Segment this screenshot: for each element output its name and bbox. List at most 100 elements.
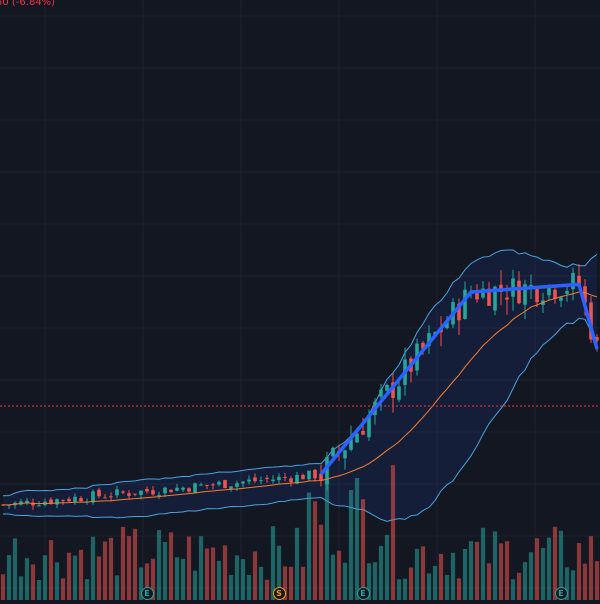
candle-body: [295, 475, 299, 484]
candle-body: [331, 447, 335, 457]
candle-body: [61, 499, 65, 501]
volume-bar: [546, 537, 552, 600]
candle-body: [265, 477, 269, 480]
candle-body: [301, 474, 305, 480]
volume-bar: [336, 550, 342, 600]
volume-bar: [420, 546, 426, 600]
volume-bar: [42, 555, 48, 600]
volume-bar: [102, 541, 108, 600]
volume-bar: [318, 524, 324, 600]
bollinger-lower: [2, 317, 598, 522]
candle-body: [235, 483, 239, 487]
candle-body: [271, 479, 275, 482]
candle-body: [121, 491, 125, 493]
volume-bar: [426, 573, 432, 600]
candle-body: [79, 498, 83, 502]
volume-bar: [438, 553, 444, 600]
trend-line: [319, 282, 599, 476]
candle-body: [307, 470, 311, 480]
volume-bar: [18, 576, 24, 600]
volume-bar: [534, 538, 540, 600]
volume-bar: [72, 555, 78, 600]
volume-bar: [498, 543, 504, 600]
earnings-marker[interactable]: E: [554, 587, 568, 600]
volume-bar: [540, 547, 546, 600]
volume-bar: [288, 566, 294, 600]
candle-body: [1, 504, 5, 506]
volume-bar: [456, 578, 462, 600]
volume-bar: [552, 526, 558, 600]
candle-body: [193, 483, 197, 494]
candle-body: [595, 337, 599, 341]
candle-body: [385, 384, 389, 391]
candle-body: [91, 491, 95, 503]
volume-bar: [570, 570, 576, 600]
volume-bar: [150, 558, 156, 600]
candle-body: [391, 382, 395, 398]
candle-body: [583, 286, 587, 303]
candle-body: [421, 342, 425, 349]
candle-body: [553, 289, 557, 299]
volume-bar: [300, 566, 306, 600]
volume-bar: [582, 563, 588, 600]
volume-bar: [384, 534, 390, 600]
volume-bar: [306, 492, 312, 600]
volume-bar: [186, 536, 192, 600]
candle-body: [175, 487, 179, 491]
candle-body: [145, 488, 149, 492]
candle-body: [349, 439, 353, 450]
candle-body: [277, 476, 281, 481]
volume-bar: [366, 563, 372, 600]
volume-bar: [312, 501, 318, 600]
candle-body: [577, 275, 581, 286]
volume-bar: [78, 549, 84, 600]
volume-bar: [114, 575, 120, 600]
volume-bar: [258, 566, 264, 600]
volume-bar: [180, 558, 186, 600]
candle-body: [151, 490, 155, 495]
volume-bar: [558, 530, 564, 600]
candle-body: [169, 489, 173, 493]
candle-body: [205, 484, 209, 486]
volume-bar: [12, 538, 18, 600]
volume-bar: [324, 480, 330, 600]
volume-bar: [138, 567, 144, 600]
volume-bar: [330, 554, 336, 600]
candle-body: [163, 487, 167, 494]
volume-bar: [132, 528, 138, 600]
volume-bar: [174, 557, 180, 600]
candle-body: [283, 477, 287, 479]
volume-bar: [402, 578, 408, 600]
volume-bar: [432, 566, 438, 600]
earnings-marker[interactable]: E: [140, 587, 154, 600]
volume-bar: [192, 570, 198, 600]
candle-body: [481, 288, 485, 298]
candle-body: [241, 481, 245, 484]
candle-body: [343, 450, 347, 459]
volume-bar: [510, 579, 516, 600]
volume-bar: [36, 579, 42, 600]
volume-bar: [516, 572, 522, 600]
split-marker[interactable]: S: [272, 587, 286, 600]
volume-bar: [378, 545, 384, 600]
candle-body: [367, 414, 371, 438]
earnings-marker[interactable]: E: [356, 587, 370, 600]
candle-body: [55, 499, 59, 505]
volume-bar: [462, 548, 468, 600]
candle-body: [325, 457, 329, 484]
candle-body: [157, 494, 161, 497]
candle-body: [379, 389, 383, 397]
volume-bar: [60, 578, 66, 600]
candle-body: [523, 284, 527, 305]
volume-bar: [450, 552, 456, 600]
volume-bar: [222, 545, 228, 600]
candle-body: [139, 490, 143, 495]
candle-body: [355, 433, 359, 443]
volume-bar: [24, 558, 30, 600]
volume-bar: [156, 530, 162, 600]
candle-body: [73, 496, 77, 502]
volume-bar: [504, 541, 510, 600]
